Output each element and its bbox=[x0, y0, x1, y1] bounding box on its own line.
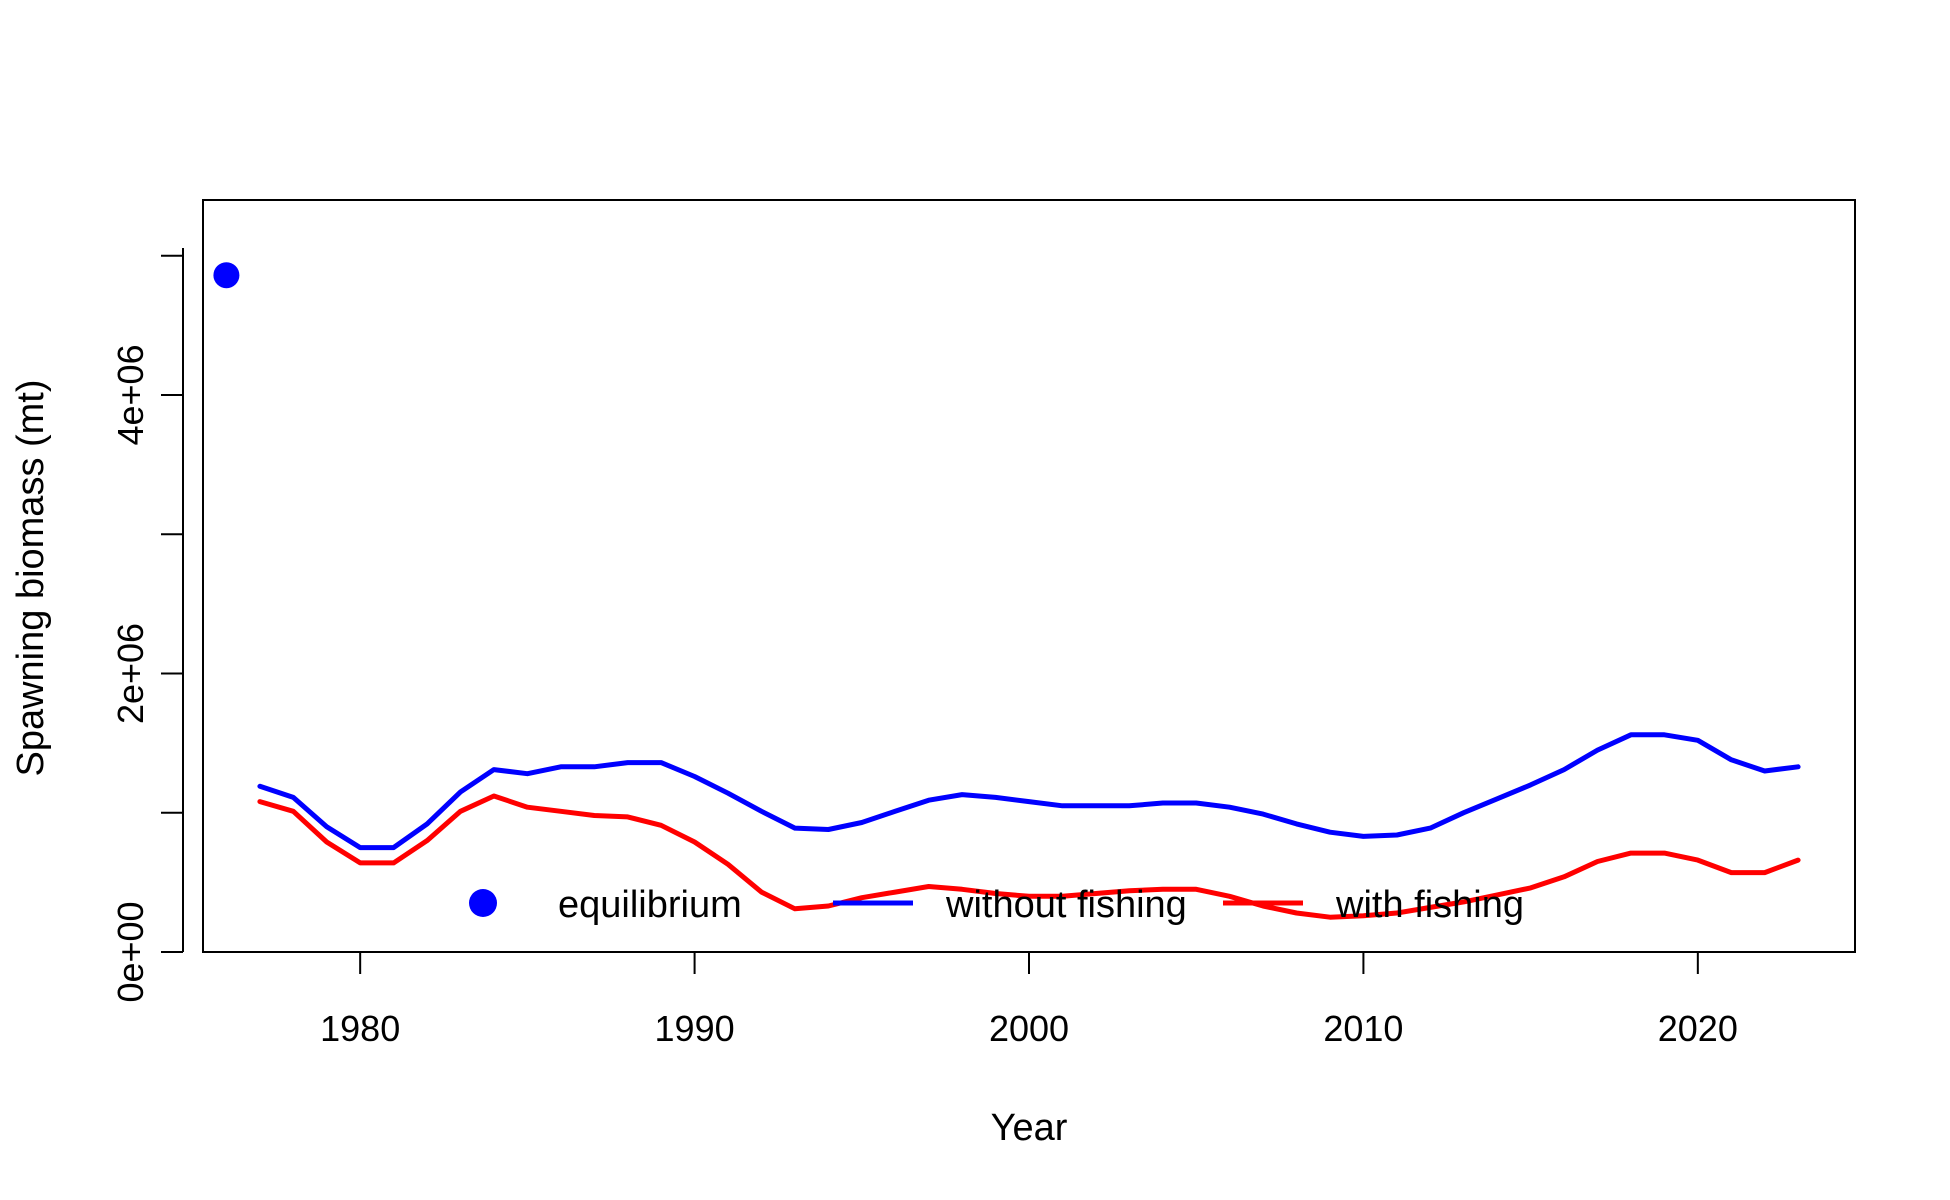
x-axis: 1980 1990 2000 2010 2020 bbox=[320, 951, 1738, 1049]
x-tick-label-1990: 1990 bbox=[655, 1008, 735, 1049]
legend: equilibrium without fishing with fishing bbox=[469, 884, 1524, 926]
series-line-without-fishing bbox=[257, 732, 1801, 851]
y-tick-label-0: 0e+00 bbox=[110, 901, 151, 1002]
x-tick-label-2010: 2010 bbox=[1323, 1008, 1403, 1049]
legend-with-fishing-label: with fishing bbox=[1335, 884, 1524, 926]
plot-frame bbox=[202, 199, 1856, 953]
x-axis-title: Year bbox=[991, 1107, 1068, 1149]
x-tick-label-2020: 2020 bbox=[1658, 1008, 1738, 1049]
series-layer bbox=[213, 262, 1801, 920]
legend-equilibrium-label: equilibrium bbox=[558, 884, 742, 926]
y-tick-label-4000000: 4e+06 bbox=[110, 344, 151, 445]
series-line-with-fishing bbox=[257, 793, 1801, 920]
y-tick-label-2000000: 2e+06 bbox=[110, 623, 151, 724]
x-tick-label-2000: 2000 bbox=[989, 1008, 1069, 1049]
x-tick-label-1980: 1980 bbox=[320, 1008, 400, 1049]
legend-equilibrium-marker bbox=[469, 889, 497, 917]
legend-without-fishing-label: without fishing bbox=[945, 884, 1187, 926]
equilibrium-point bbox=[213, 262, 240, 289]
y-axis-title: Spawning biomass (mt) bbox=[10, 379, 52, 776]
y-axis: 0e+00 2e+06 4e+06 bbox=[110, 248, 184, 1003]
